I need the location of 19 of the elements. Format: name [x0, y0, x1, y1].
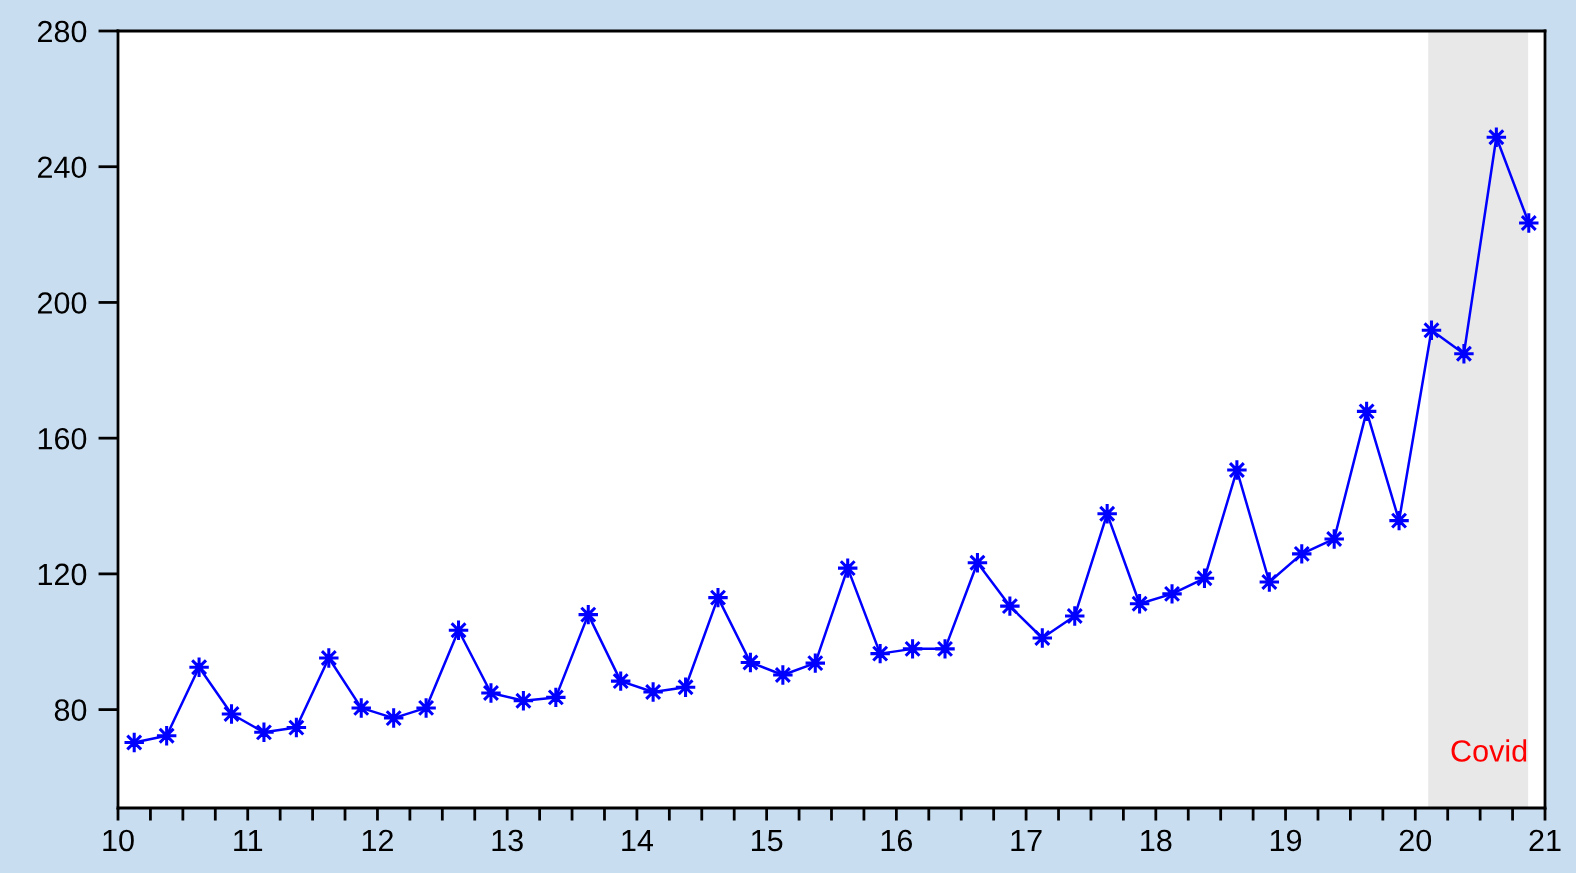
y-tick-label: 240 [38, 156, 87, 179]
y-tick-label: 160 [38, 427, 87, 450]
y-tick-label: 280 [38, 20, 87, 43]
y-tick-label: 80 [54, 699, 87, 721]
x-tick-label: 11 [234, 829, 263, 851]
band-label: Covid [1451, 739, 1527, 762]
y-tick-label: 200 [38, 292, 87, 314]
x-tick-label: 16 [881, 829, 913, 852]
y-tick-label: 120 [38, 563, 87, 586]
x-tick-label: 12 [362, 829, 393, 851]
x-tick-label: 21 [1529, 829, 1561, 851]
x-tick-label: 20 [1399, 829, 1432, 852]
x-tick-label: 18 [1141, 829, 1172, 852]
x-tick-label: 10 [103, 829, 134, 852]
x-tick-label: 13 [492, 829, 523, 852]
x-tick-label: 15 [751, 829, 783, 852]
x-tick-label: 14 [622, 829, 654, 851]
x-tick-label: 17 [1011, 829, 1042, 851]
x-tick-label: 19 [1270, 829, 1302, 852]
